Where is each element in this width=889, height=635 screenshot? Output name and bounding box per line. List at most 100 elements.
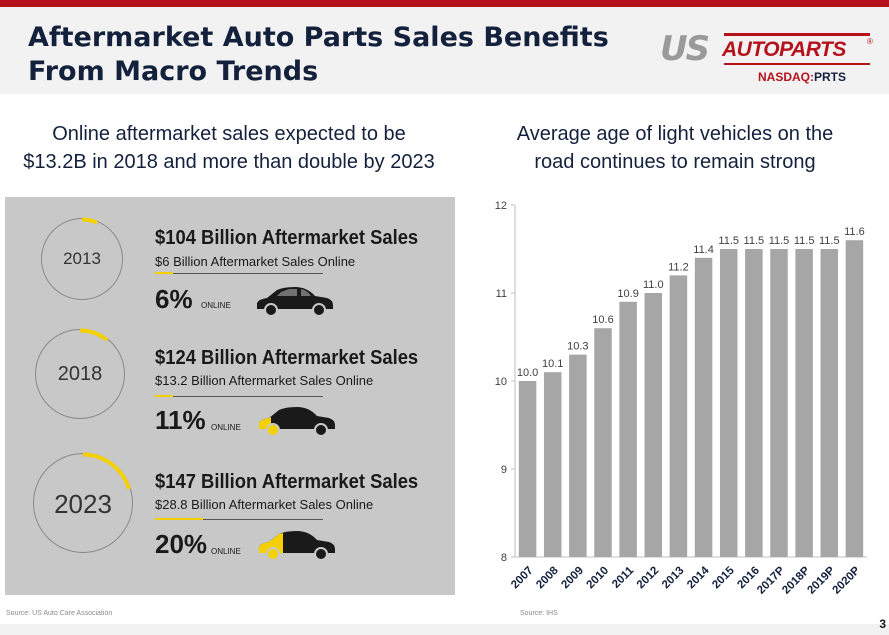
x-tick-label: 2020P <box>831 564 863 596</box>
year-circle <box>41 218 123 300</box>
x-tick-label: 2007 <box>509 565 536 592</box>
bar-value-label: 11.2 <box>668 261 689 273</box>
bar-value-label: 11.5 <box>718 235 739 247</box>
bar <box>694 257 713 557</box>
online-label: ONLINE <box>211 423 241 432</box>
logo-bottom-rule <box>724 63 870 65</box>
bar <box>795 249 813 557</box>
online-sales-infographic: 2013 $104 Billion Aftermarket Sales $6 B… <box>5 197 455 595</box>
bar-value-label: 11.5 <box>744 235 765 247</box>
online-label: ONLINE <box>211 547 241 556</box>
bar <box>543 372 562 557</box>
online-share-arc <box>81 217 98 225</box>
bar-value-label: 11.0 <box>643 279 664 291</box>
online-percent: 20% <box>155 529 208 559</box>
online-percent: 6% <box>155 284 193 314</box>
bar-value-label: 10.9 <box>617 288 638 300</box>
y-tick-label: 8 <box>501 552 507 564</box>
header: Aftermarket Auto Parts Sales Benefits Fr… <box>0 7 889 94</box>
bar-value-label: 11.5 <box>769 235 790 247</box>
usautoparts-logo: US AUTOPARTS ® <box>660 29 875 89</box>
online-share-arc <box>82 452 131 490</box>
top-accent-bar <box>0 0 889 7</box>
infographic-row-2013: 2013 $104 Billion Aftermarket Sales $6 B… <box>5 205 455 325</box>
right-source-note: Source: IHS <box>520 610 558 617</box>
online-label: ONLINE <box>201 301 231 310</box>
year-label: 2018 <box>57 363 103 385</box>
car-icon <box>259 407 335 437</box>
x-tick-label: 2008 <box>534 564 561 591</box>
online-sales-text: $28.8 Billion Aftermarket Sales Online <box>155 497 374 512</box>
y-tick-label: 9 <box>501 464 507 476</box>
infographic-row-2023: 2023 $147 Billion Aftermarket Sales $28.… <box>5 449 455 569</box>
right-heading-line2: road continues to remain strong <box>534 151 816 173</box>
total-sales-text: $124 Billion Aftermarket Sales <box>155 347 419 369</box>
bar <box>745 249 763 557</box>
year-label: 2023 <box>54 489 112 519</box>
x-tick-label: 2015 <box>710 564 737 591</box>
page-title: Aftermarket Auto Parts Sales Benefits Fr… <box>28 21 628 89</box>
bar-value-label: 11.4 <box>693 244 714 256</box>
year-label: 2013 <box>63 249 101 268</box>
ticker-symbol: PRTS <box>814 70 847 84</box>
online-sales-text: $6 Billion Aftermarket Sales Online <box>155 254 356 269</box>
online-share-bar <box>155 518 203 520</box>
ticker-exchange: NASDAQ: <box>758 70 814 84</box>
logo-autoparts-text: AUTOPARTS <box>722 38 846 61</box>
left-heading: Online aftermarket sales expected to be … <box>0 120 458 176</box>
bar-value-label: 10.6 <box>592 314 613 326</box>
bar-value-label: 10.3 <box>567 341 588 353</box>
bar <box>569 354 587 557</box>
x-tick-label: 2013 <box>660 565 687 592</box>
online-share-bar <box>155 395 173 397</box>
vehicle-age-bar-chart: 8 9 10 11 12 10.0 2007 10.1 2008 10.3 2009 10.6 2010… <box>495 200 867 597</box>
infographic-row-2018: 2018 $124 Billion Aftermarket Sales $13.… <box>5 325 455 445</box>
online-share-arc-path <box>82 452 131 490</box>
bar <box>719 249 738 557</box>
y-tick-label: 12 <box>495 200 507 212</box>
x-tick-label: 2011 <box>610 564 637 591</box>
logo-trademark: ® <box>867 37 873 46</box>
online-share-arc <box>79 328 109 342</box>
bar <box>644 293 663 557</box>
bar <box>518 381 537 557</box>
online-share-bar <box>155 272 173 274</box>
bar <box>820 249 839 557</box>
car-icon <box>259 531 335 561</box>
bar-value-label: 11.6 <box>844 226 865 238</box>
divider <box>155 273 323 274</box>
total-sales-text: $104 Billion Aftermarket Sales <box>155 227 419 249</box>
bar-value-label: 11.5 <box>794 235 815 247</box>
logo-us-text: US <box>660 29 710 69</box>
divider <box>155 519 323 520</box>
left-heading-line2: $13.2B in 2018 and more than double by 2… <box>23 151 435 173</box>
year-circle <box>33 453 133 553</box>
page-title-line1: Aftermarket Auto Parts Sales Benefits <box>28 22 609 53</box>
y-tick-label: 10 <box>495 376 507 388</box>
bar <box>770 249 788 557</box>
y-tick-label: 11 <box>496 288 507 300</box>
online-share-arc-path <box>81 217 98 225</box>
online-percent: 11% <box>155 405 206 435</box>
bar-value-label: 11.5 <box>819 235 840 247</box>
x-tick-label: 2014 <box>685 564 712 591</box>
total-sales-text: $147 Billion Aftermarket Sales <box>155 471 419 493</box>
ticker: NASDAQ:PRTS <box>758 70 846 84</box>
logo-top-rule <box>724 33 870 36</box>
left-heading-line1: Online aftermarket sales expected to be <box>52 123 406 145</box>
left-source-note: Source: US Auto Care Association <box>6 610 113 617</box>
bar-value-label: 10.0 <box>517 367 538 379</box>
online-sales-text: $13.2 Billion Aftermarket Sales Online <box>155 373 374 388</box>
page-number: 3 <box>879 617 886 631</box>
divider <box>155 396 323 397</box>
car-icon <box>257 287 333 317</box>
x-tick-label: 2017P <box>755 564 787 596</box>
right-heading: Average age of light vehicles on the roa… <box>470 120 880 176</box>
x-tick-label: 2012 <box>635 565 662 592</box>
right-heading-line1: Average age of light vehicles on the <box>516 123 834 145</box>
bar <box>619 301 637 557</box>
bar <box>845 240 864 557</box>
bottom-bar <box>0 624 889 635</box>
bar <box>594 328 612 557</box>
online-share-arc-path <box>79 328 109 342</box>
